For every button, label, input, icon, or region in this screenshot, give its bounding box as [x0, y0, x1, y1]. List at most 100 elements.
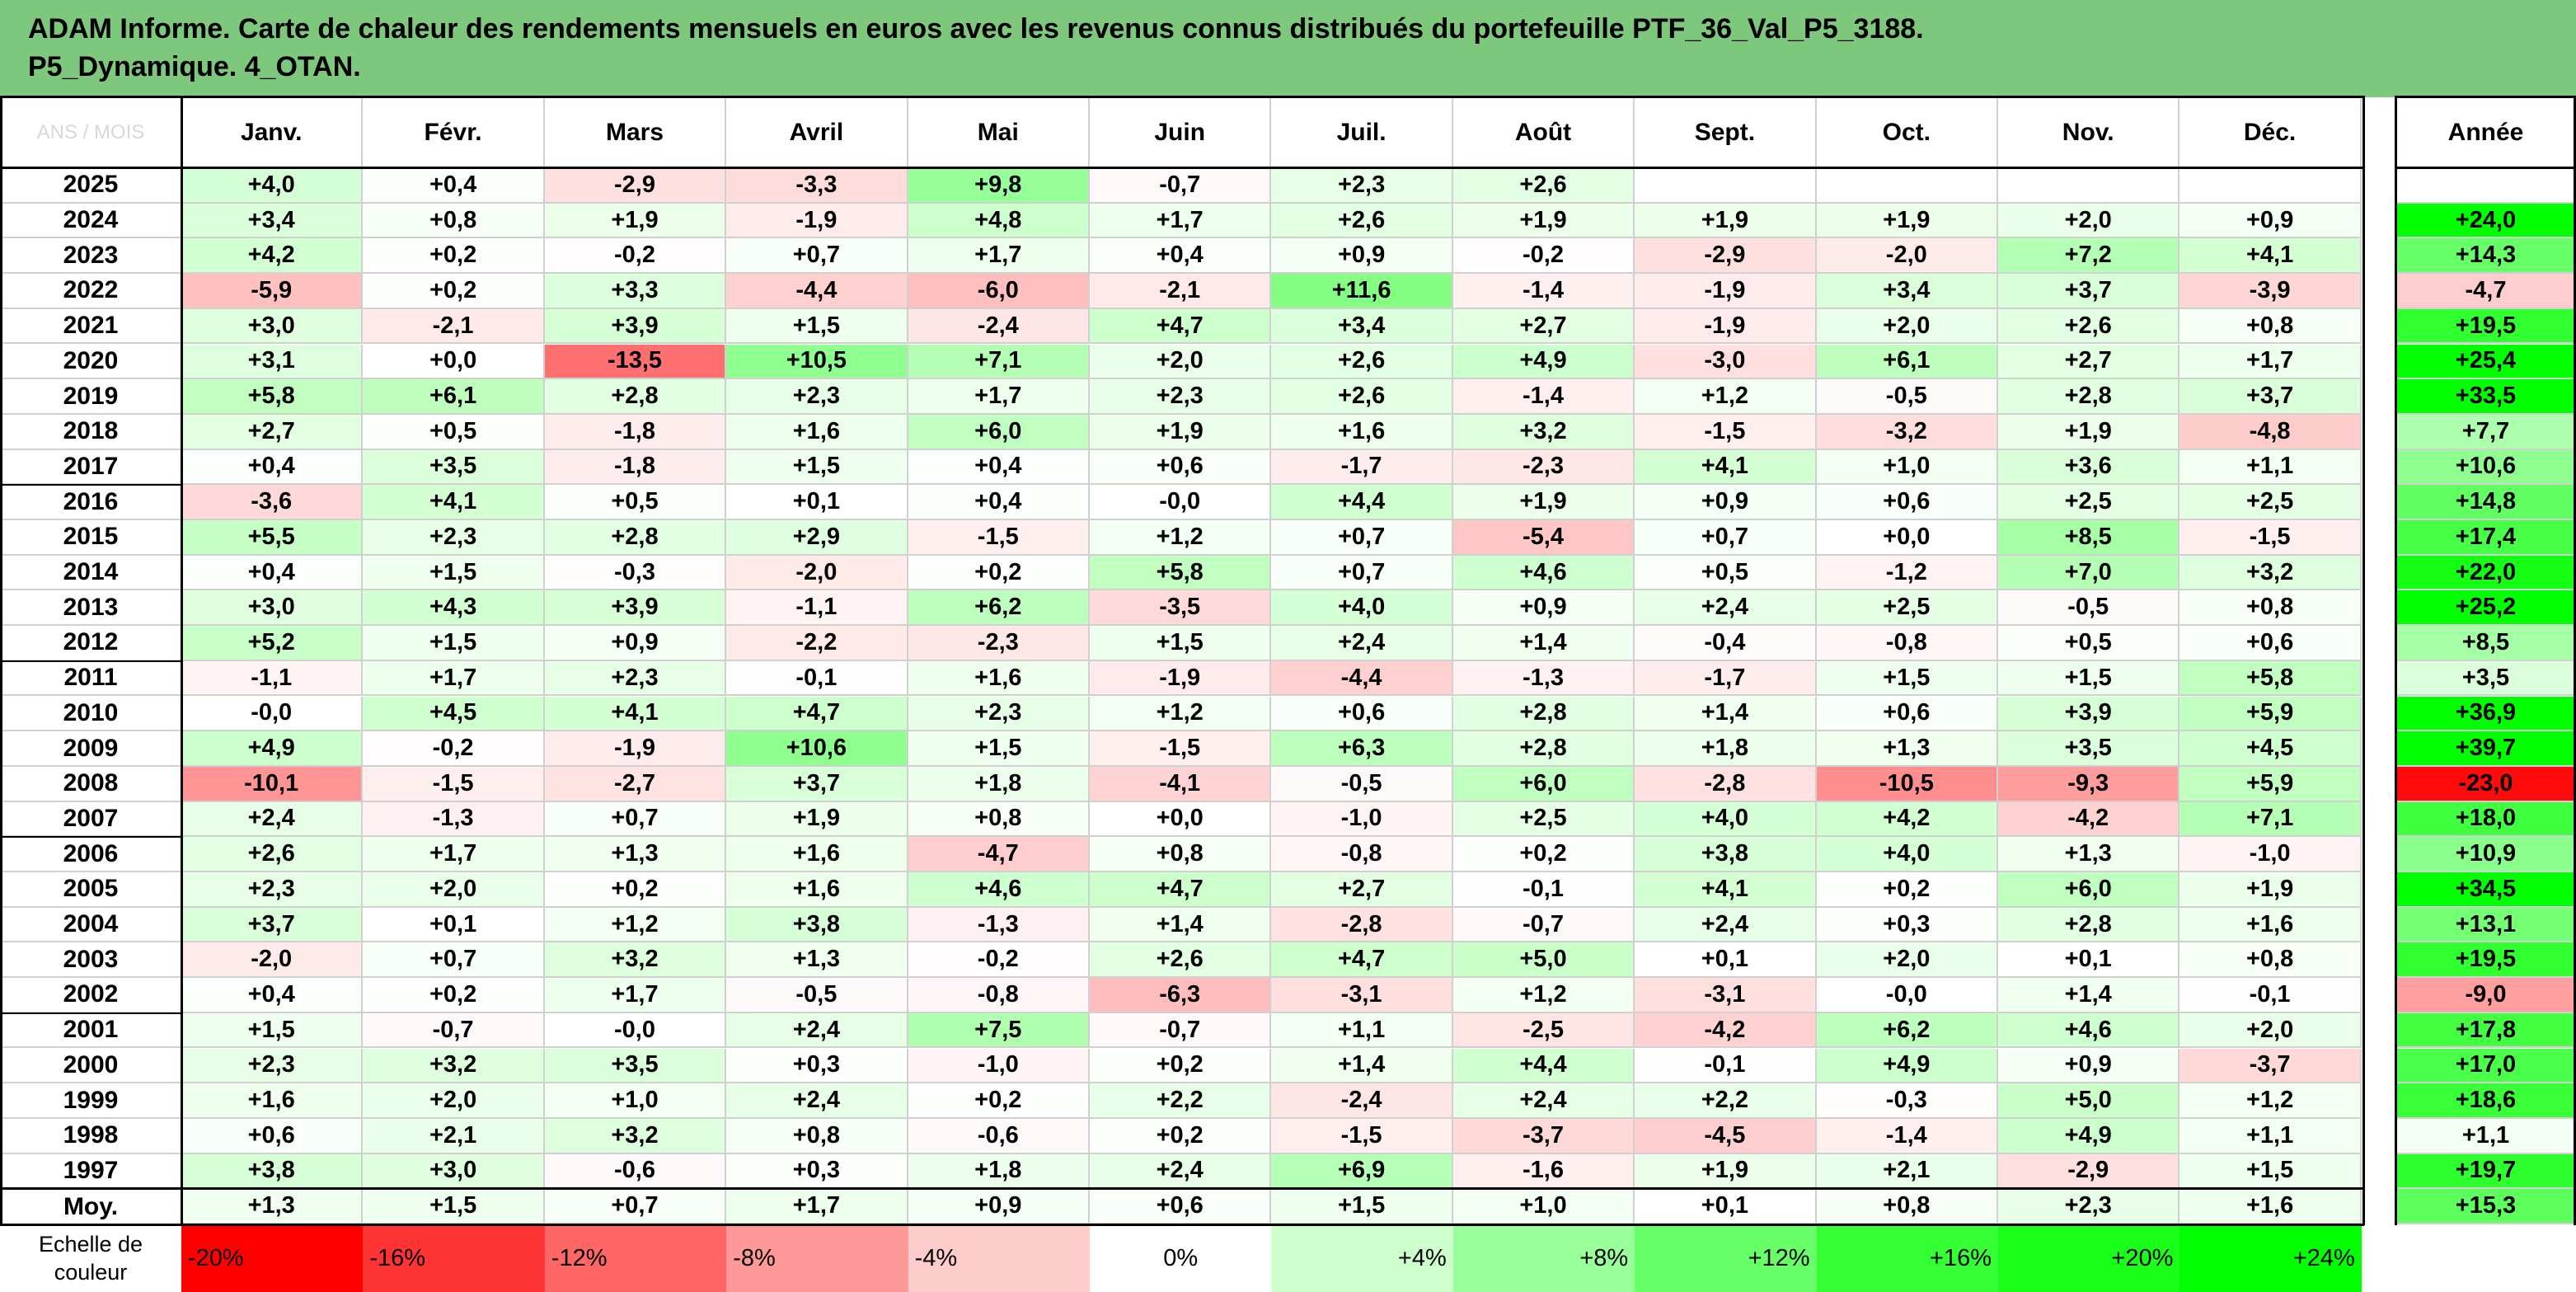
heatmap-cell: +0,8 — [1090, 837, 1272, 872]
heatmap-cell: -2,0 — [181, 942, 364, 979]
heatmap-cell: +1,7 — [544, 978, 727, 1013]
annual-cell: +10,9 — [2395, 837, 2576, 872]
annual-cell: +19,5 — [2395, 942, 2576, 979]
annual-cell: +24,0 — [2395, 203, 2576, 239]
heatmap-cell: +0,2 — [1090, 1118, 1272, 1154]
month-header: Juin — [1090, 97, 1272, 168]
average-annual-cell: +15,3 — [2395, 1189, 2576, 1224]
heatmap-cell: +1,6 — [181, 1083, 364, 1119]
heatmap-cell: -2,7 — [544, 766, 727, 802]
heatmap-cell: -0,2 — [908, 942, 1090, 979]
heatmap-cell: +0,2 — [363, 978, 545, 1013]
heatmap-cell: +3,7 — [2180, 379, 2362, 415]
heatmap-cell: +0,8 — [363, 203, 545, 239]
year-label: 2010 — [0, 697, 181, 732]
heatmap-cell: +4,1 — [2180, 238, 2362, 275]
heatmap-cell: -1,9 — [726, 203, 908, 239]
heatmap-cell: +2,8 — [1998, 379, 2180, 415]
annual-cell: +22,0 — [2395, 555, 2576, 591]
year-label: 2023 — [0, 238, 181, 275]
heatmap-cell: -0,8 — [1271, 837, 1453, 872]
heatmap-cell: +2,4 — [1452, 1083, 1635, 1119]
heatmap-cell: +5,5 — [181, 520, 364, 556]
annual-cell: +19,7 — [2395, 1153, 2576, 1190]
heatmap-cell: +1,5 — [1816, 660, 1998, 697]
heatmap-cell: +1,5 — [2180, 1153, 2362, 1190]
year-label: 2025 — [0, 168, 181, 204]
heatmap-cell: +3,0 — [181, 308, 364, 345]
heatmap-cell: +2,3 — [1090, 379, 1272, 415]
year-label: 2018 — [0, 415, 181, 450]
heatmap-cell: -1,3 — [363, 801, 545, 838]
heatmap-cell: +1,8 — [1635, 731, 1817, 767]
scale-swatch: -16% — [363, 1224, 545, 1292]
heatmap-cell: +2,8 — [1998, 907, 2180, 943]
heatmap-cell: +4,1 — [544, 696, 727, 732]
annual-cell: +18,0 — [2395, 801, 2576, 838]
heatmap-cell: +0,1 — [726, 485, 908, 520]
scale-swatch: -12% — [544, 1224, 727, 1292]
heatmap-cell: +2,9 — [726, 520, 908, 556]
heatmap-cell: +2,3 — [726, 379, 908, 415]
heatmap-cell: +4,1 — [1635, 449, 1817, 486]
heatmap-cell: -4,4 — [1271, 660, 1453, 697]
heatmap-cell: +0,7 — [726, 238, 908, 275]
scale-label: Echelle de couleur — [38, 1232, 143, 1285]
heatmap-cell: +3,2 — [363, 1048, 545, 1084]
heatmap-cell: -2,2 — [726, 626, 908, 661]
heatmap-cell: -1,0 — [908, 1048, 1090, 1084]
average-cell: +1,7 — [726, 1189, 908, 1224]
heatmap-cell: +2,0 — [1816, 308, 1998, 345]
average-cell: +0,6 — [1090, 1189, 1272, 1224]
scale-swatch: +4% — [1271, 1224, 1453, 1292]
heatmap-cell: +2,0 — [1090, 344, 1272, 380]
heatmap-cell: -0,1 — [1635, 1048, 1817, 1084]
year-label: 2003 — [0, 942, 181, 979]
heatmap-cell: +1,7 — [2180, 344, 2362, 380]
heatmap-cell: +2,0 — [1816, 942, 1998, 979]
heatmap-cell: +5,9 — [2180, 766, 2362, 802]
heatmap-cell: -5,4 — [1452, 520, 1635, 556]
year-label: 2008 — [0, 767, 181, 802]
scale-swatch: +20% — [1998, 1224, 2180, 1292]
annual-cell: +17,8 — [2395, 1012, 2576, 1049]
heatmap-cell: +0,7 — [1635, 520, 1817, 556]
annual-cell: +34,5 — [2395, 872, 2576, 908]
heatmap-cell: -2,3 — [908, 626, 1090, 661]
year-label: 2022 — [0, 274, 181, 309]
year-label: 2015 — [0, 520, 181, 556]
heatmap-cell: -1,9 — [544, 731, 727, 767]
report-title: ADAM Informe. Carte de chaleur des rende… — [0, 0, 2576, 97]
average-cell: +1,0 — [1452, 1189, 1635, 1224]
heatmap-cell: +5,2 — [181, 626, 364, 661]
heatmap-cell: +3,0 — [181, 590, 364, 627]
heatmap-cell: +3,6 — [1998, 449, 2180, 486]
heatmap-cell: +0,6 — [1816, 485, 1998, 520]
heatmap-cell: +4,7 — [726, 696, 908, 732]
heatmap-cell: -2,0 — [1816, 238, 1998, 275]
heatmap-cell: +0,0 — [1090, 801, 1272, 838]
heatmap-cell: -2,8 — [1635, 766, 1817, 802]
heatmap-cell: +2,1 — [1816, 1153, 1998, 1190]
year-label: 2021 — [0, 309, 181, 345]
heatmap-cell: -4,8 — [2180, 414, 2362, 450]
heatmap-cell: +0,1 — [1635, 942, 1817, 979]
year-label: 2001 — [0, 1013, 181, 1049]
heatmap-cell: +1,4 — [1452, 626, 1635, 661]
heatmap-cell: -3,7 — [1452, 1118, 1635, 1154]
heatmap-cell: +1,3 — [726, 942, 908, 979]
heatmap-cell: +0,7 — [544, 801, 727, 838]
heatmap-cell: +3,2 — [544, 942, 727, 979]
scale-swatch: +8% — [1452, 1224, 1635, 1292]
heatmap-cell: +1,4 — [1635, 696, 1817, 732]
scale-swatch: +16% — [1816, 1224, 1998, 1292]
heatmap-cell: +0,7 — [1271, 520, 1453, 556]
month-header: Janv. — [181, 97, 364, 168]
heatmap-cell: +4,9 — [1816, 1048, 1998, 1084]
heatmap-cell: +3,2 — [544, 1118, 727, 1154]
annual-cell: +3,5 — [2395, 660, 2576, 697]
average-cell: +1,5 — [1271, 1189, 1453, 1224]
month-header: Sept. — [1635, 97, 1817, 168]
heatmap-cell: +3,0 — [363, 1153, 545, 1190]
heatmap-cell: +1,5 — [726, 308, 908, 345]
